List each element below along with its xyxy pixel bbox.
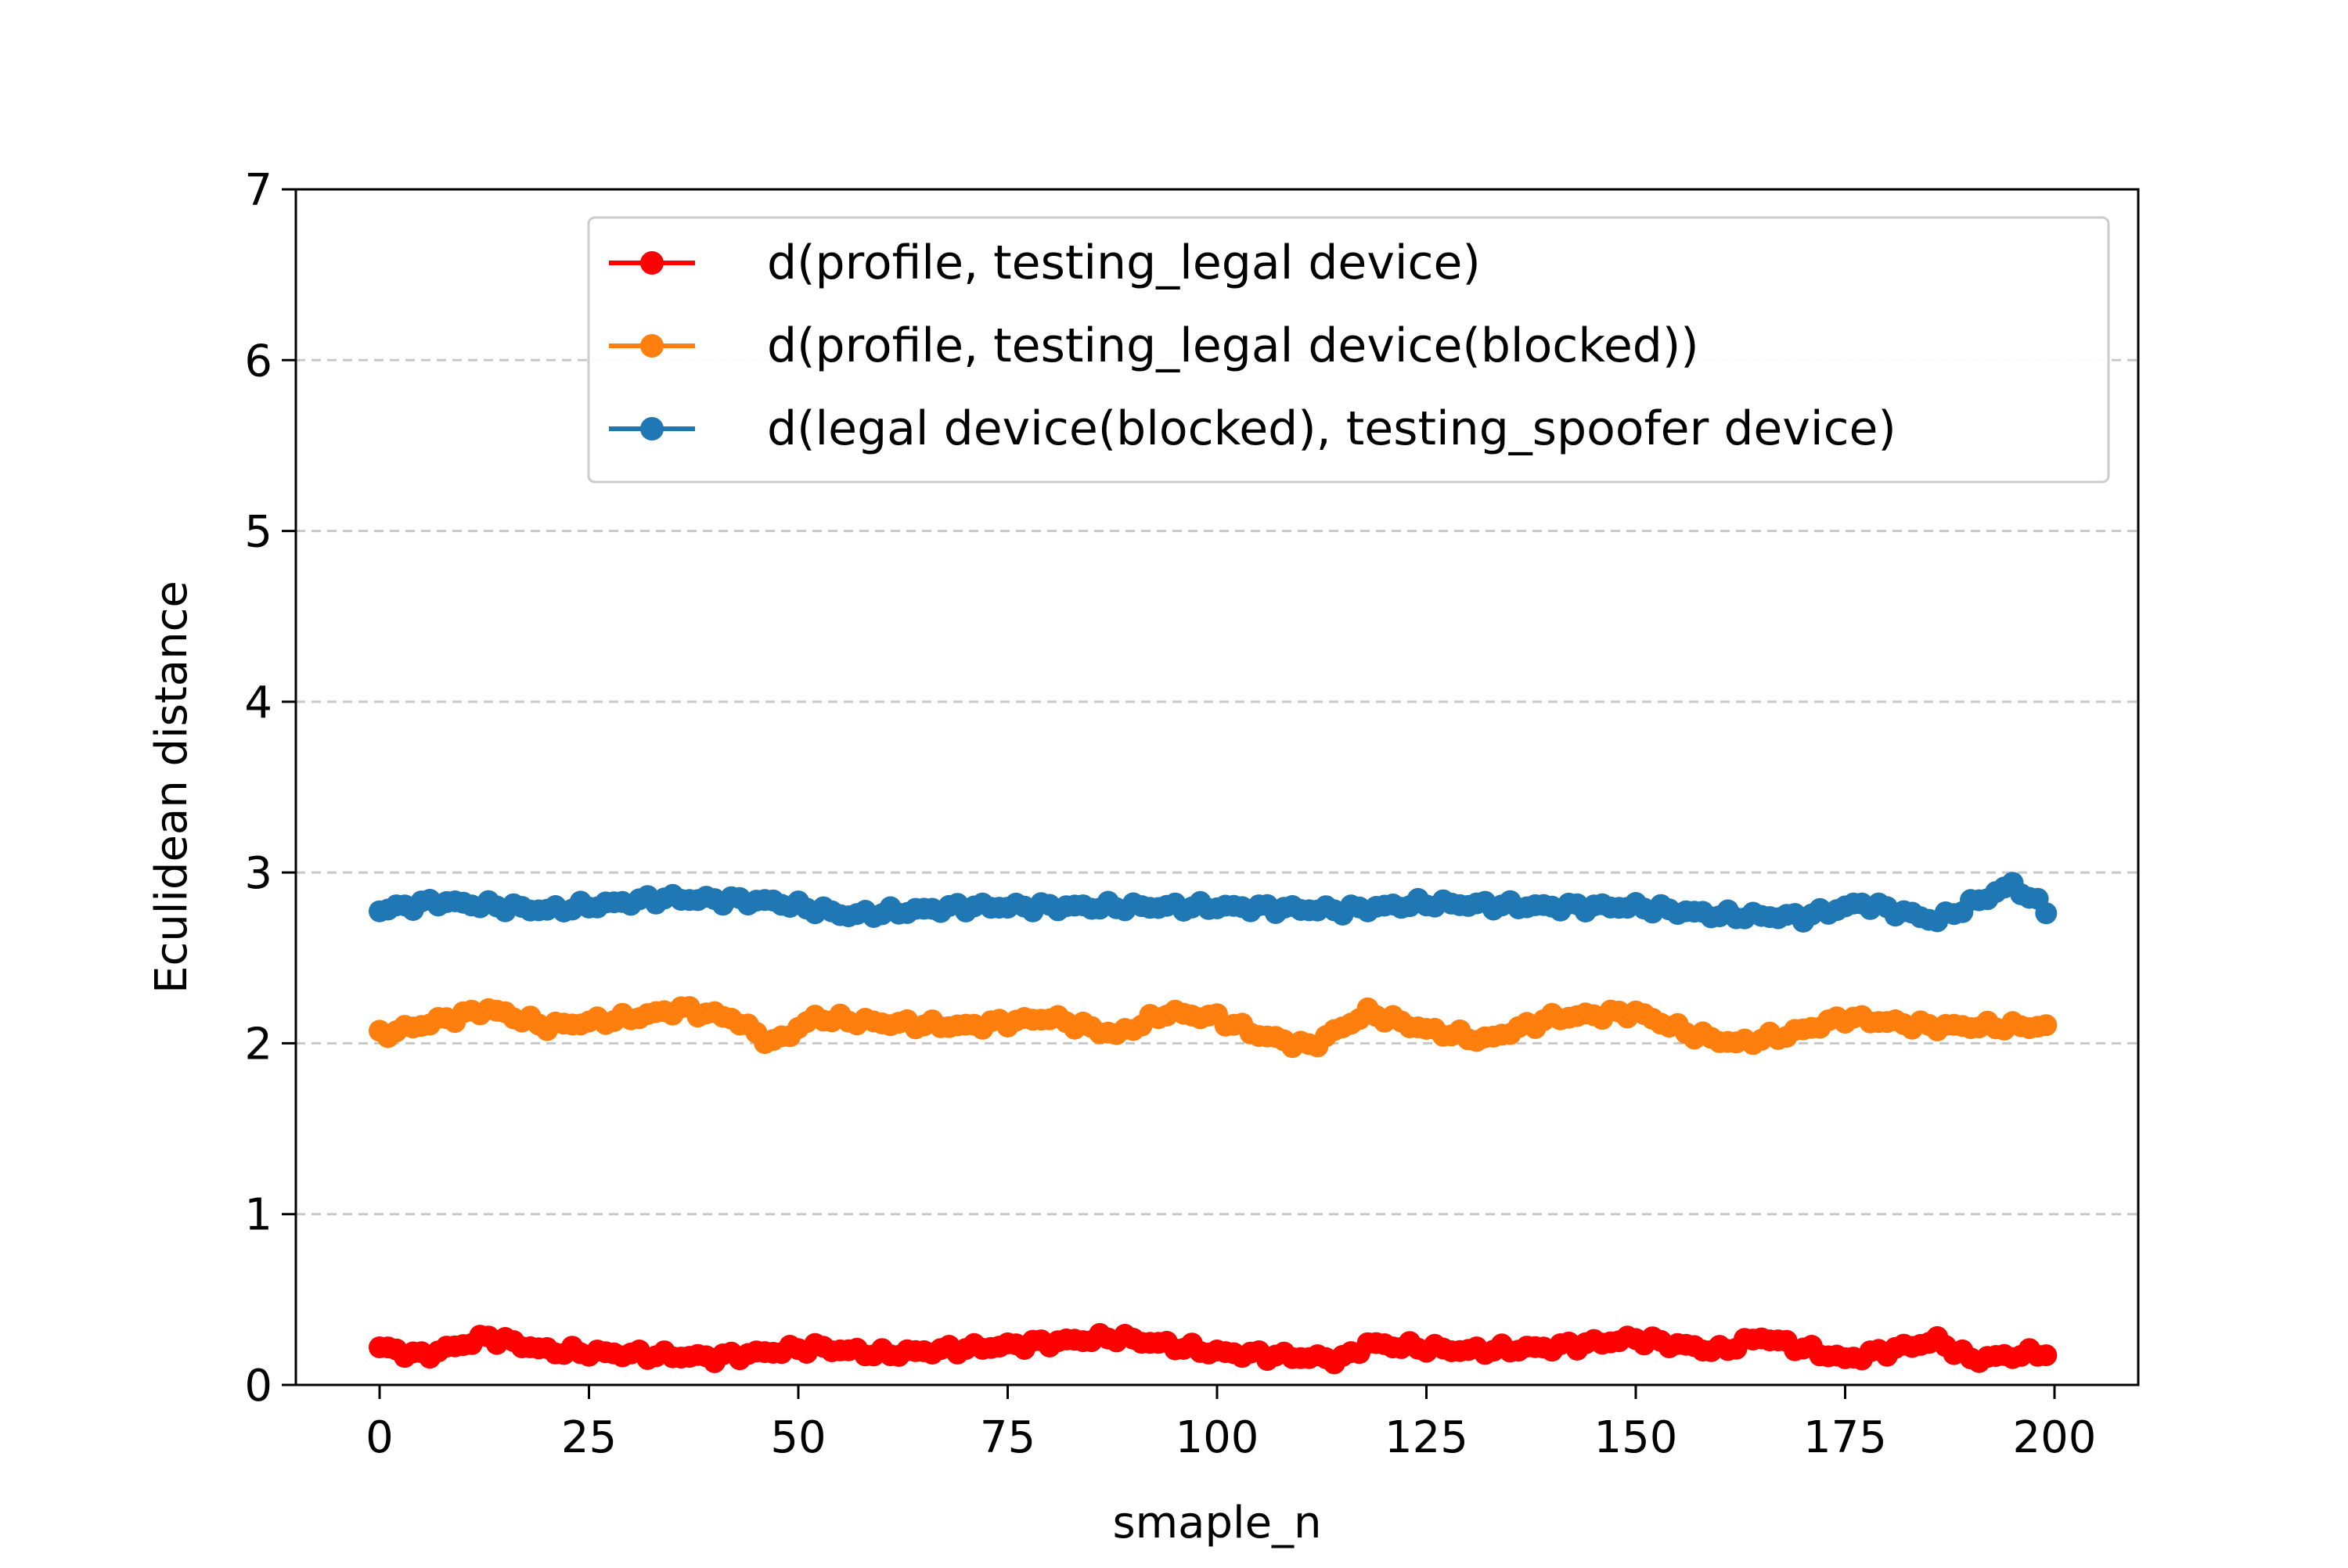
x-tick-label: 0 [366, 1412, 394, 1463]
x-tick-label: 100 [1176, 1412, 1259, 1463]
x-tick-label: 200 [2013, 1412, 2097, 1463]
legend-item: d(profile, testing_legal device(blocked)… [609, 318, 1699, 373]
legend-marker [640, 334, 664, 358]
x-tick-label: 125 [1385, 1412, 1468, 1463]
legend-label: d(legal device(blocked), testing_spoofer… [767, 401, 1896, 456]
series-2 [369, 872, 2058, 933]
series-0 [369, 1322, 2058, 1375]
data-point [2035, 1344, 2058, 1367]
series-1 [369, 996, 2058, 1059]
y-tick-label: 4 [244, 678, 272, 728]
grid-lines [296, 358, 2138, 1216]
legend-marker [640, 417, 664, 441]
legend-item: d(legal device(blocked), testing_spoofer… [609, 401, 1896, 456]
x-axis-label: smaple_n [1112, 1498, 1321, 1548]
legend-marker [640, 251, 664, 275]
series-layer [369, 872, 2058, 1375]
y-axis: 0 1 2 3 4 5 6 7 [244, 165, 296, 1412]
y-axis-label: Eculidean distance [146, 581, 197, 994]
y-tick-label: 1 [244, 1190, 272, 1241]
legend-box [587, 216, 2110, 484]
x-tick-label: 50 [770, 1412, 826, 1463]
legend-item: d(profile, testing_legal device) [609, 236, 1481, 290]
x-tick-label: 175 [1803, 1412, 1887, 1463]
x-axis: 0 25 50 75 100 125 150 175 200 [366, 1385, 2096, 1463]
legend-label: d(profile, testing_legal device) [767, 236, 1481, 290]
data-point [2035, 1014, 2058, 1037]
y-tick-label: 0 [244, 1361, 272, 1412]
x-tick-label: 150 [1594, 1412, 1678, 1463]
y-tick-label: 3 [244, 848, 272, 899]
legend: d(profile, testing_legal device) d(profil… [587, 216, 2110, 484]
y-tick-label: 7 [244, 165, 272, 216]
y-tick-label: 6 [244, 336, 272, 387]
y-tick-label: 2 [244, 1019, 272, 1070]
x-tick-label: 75 [980, 1412, 1035, 1463]
data-point [2035, 902, 2058, 925]
y-tick-label: 5 [244, 507, 272, 558]
x-tick-label: 25 [561, 1412, 617, 1463]
legend-label: d(profile, testing_legal device(blocked)… [767, 318, 1699, 373]
